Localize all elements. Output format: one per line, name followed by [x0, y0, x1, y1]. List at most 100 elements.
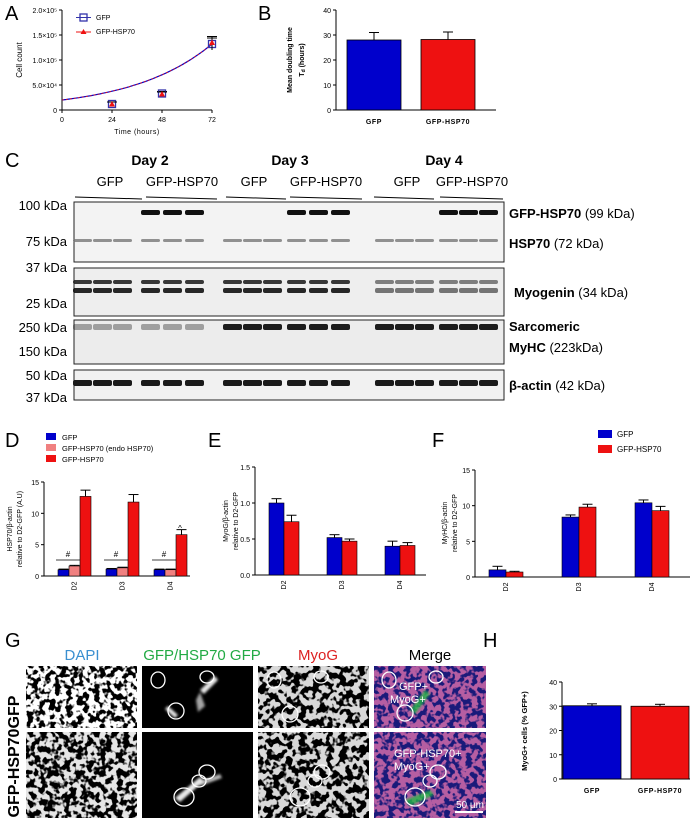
chart-h-ytick-label: 0: [553, 777, 557, 784]
blot-band-myhc: [395, 324, 414, 330]
blot-band-myogenin: [263, 288, 282, 293]
chart-h-ylabel: MyoG+ cells (% GFP+): [520, 691, 529, 771]
blot-band-beta-actin: [185, 380, 204, 386]
chart-a-xtick-label: 24: [108, 117, 116, 124]
blot-band-myogenin: [223, 288, 242, 293]
chart-h-bar-gfp-hsp70: [630, 705, 690, 780]
chart-d-legend-swatch: [46, 455, 56, 462]
blot-band-hsp70: [439, 239, 458, 242]
blot-band-myogenin: [163, 280, 182, 284]
chart-b-bar-gfp: [346, 39, 402, 111]
chart-d-ytick-label: 15: [31, 480, 39, 487]
chart-a-xtick-label: 72: [208, 117, 216, 124]
blot-band-myhc: [73, 324, 92, 330]
blot-group-5: GFP: [394, 174, 421, 189]
blot-band-gfp-hsp70: [459, 210, 478, 215]
chart-h-ytick-label: 10: [549, 753, 557, 760]
blot-band-beta-actin: [479, 380, 498, 386]
chart-f-ytick-label: 15: [462, 468, 470, 475]
chart-d-ytick-label: 0: [35, 574, 39, 581]
blot-band-myogenin: [331, 288, 350, 293]
chart-a-ytick-label: 0: [53, 108, 57, 115]
blot-band-hsp70: [263, 239, 282, 242]
chart-a-point-hsp70: [109, 101, 115, 107]
chart-f-xtick-label: D2: [503, 582, 510, 591]
chart-d-bar-gfp: [153, 569, 166, 577]
panel-label-f: F: [432, 430, 444, 452]
blot-band-beta-actin: [287, 380, 306, 386]
blot-band-myogenin: [459, 280, 478, 284]
chart-b-ytick-label: 0: [327, 108, 331, 115]
blot-band-hsp70: [395, 239, 414, 242]
blot-band-myhc: [309, 324, 328, 330]
chart-f-bar-gfp: [488, 569, 507, 578]
blot-band-myogenin: [287, 280, 306, 284]
scale-bar-label: 50 µm: [456, 800, 484, 811]
chart-d-legend-label: GFP-HSP70: [62, 455, 104, 464]
panel-label-h: H: [483, 630, 497, 652]
chart-d-sig-mark: #: [114, 550, 119, 559]
chart-e-xtick-label: D2: [281, 580, 288, 589]
chart-d-bar-gfp-hsp70-endo-hsp70-: [164, 569, 177, 577]
chart-b-ytick-label: 10: [323, 83, 331, 90]
micro-row-gfp: GFP: [6, 695, 23, 728]
chart-a-cell-count: 0 5.0×10⁴ 1.0×10⁵ 1.5×10⁵ 2.0×10⁵ 0 24 48 72 Time…: [15, 8, 217, 136]
blot-band-myogenin: [73, 288, 92, 293]
blot-band-gfp-hsp70: [479, 210, 498, 215]
chart-e-bar-gfp-hsp70: [283, 521, 300, 576]
chart-d-legend-swatch: [46, 433, 56, 440]
image-merge-gfp: [374, 666, 486, 728]
micro-col-dapi: DAPI: [64, 647, 99, 664]
chart-d-bar-gfp: [57, 569, 70, 577]
merge-label-myog-plus-2: MyoG+: [394, 761, 430, 773]
label-gfp-hsp70: GFP-HSP70 (99 kDa): [509, 206, 635, 221]
chart-f-ytick-label: 5: [466, 539, 470, 546]
chart-d-legend-label: GFP: [62, 433, 77, 442]
blot-day-3: Day 3: [271, 152, 309, 168]
blot-band-myhc: [459, 324, 478, 330]
blot-day-4: Day 4: [425, 152, 463, 168]
blot-band-beta-actin: [141, 380, 160, 386]
blot-band-beta-actin: [395, 380, 414, 386]
chart-b-bar-gfp-hsp70: [420, 39, 476, 111]
chart-f-bar-gfp-hsp70: [578, 506, 597, 578]
chart-h-bar-gfp: [562, 705, 622, 780]
label-sarcomeric: Sarcomeric: [509, 319, 580, 334]
blot-band-myogenin: [223, 280, 242, 284]
blot-band-myogenin: [93, 288, 112, 293]
chart-f-bar-gfp: [561, 516, 580, 578]
mw-150: 150 kDa: [19, 344, 68, 359]
blot-band-myogenin: [439, 280, 458, 284]
blot-band-beta-actin: [415, 380, 434, 386]
chart-d-bar-gfp-hsp70-endo-hsp70-: [68, 565, 81, 577]
blot-band-hsp70: [479, 239, 498, 242]
blot-band-hsp70: [375, 239, 394, 242]
blot-band-hsp70: [243, 239, 262, 242]
chart-f-ytick-label: 0: [466, 575, 470, 582]
chart-b-doubling-time: 0 10 20 30 40 GFP GFP-HSP70 Mean doubling time T…: [287, 8, 496, 126]
blot-band-beta-actin: [223, 380, 242, 386]
chart-d-ylabel: HSP70/β-actin: [7, 506, 14, 551]
blot-band-myogenin: [141, 280, 160, 284]
blot-group-6: GFP-HSP70: [436, 174, 508, 189]
blot-band-beta-actin: [113, 380, 132, 386]
panel-label-c: C: [5, 150, 19, 172]
blot-day-2: Day 2: [131, 152, 169, 168]
blot-band-beta-actin: [439, 380, 458, 386]
merge-label-gfp-plus: GFP+: [399, 681, 428, 693]
blot-band-beta-actin: [375, 380, 394, 386]
blot-band-myogenin: [113, 280, 132, 284]
chart-a-xtick-label: 48: [158, 117, 166, 124]
chart-b-ylabel: Mean doubling time: [287, 27, 294, 93]
chart-f-legend-gfp-swatch: [598, 430, 612, 438]
blot-band-myogenin: [395, 280, 414, 284]
blot-band-beta-actin: [263, 380, 282, 386]
blot-band-myogenin: [309, 288, 328, 293]
label-beta-actin: β-actin (42 kDa): [509, 378, 605, 393]
blot-band-myhc: [185, 324, 204, 330]
chart-a-legend-hsp70-label: GFP-HSP70: [96, 29, 135, 36]
mw-50: 50 kDa: [26, 368, 68, 383]
chart-f-ytick-label: 10: [462, 504, 470, 511]
chart-d-sig-mark: #: [66, 550, 71, 559]
